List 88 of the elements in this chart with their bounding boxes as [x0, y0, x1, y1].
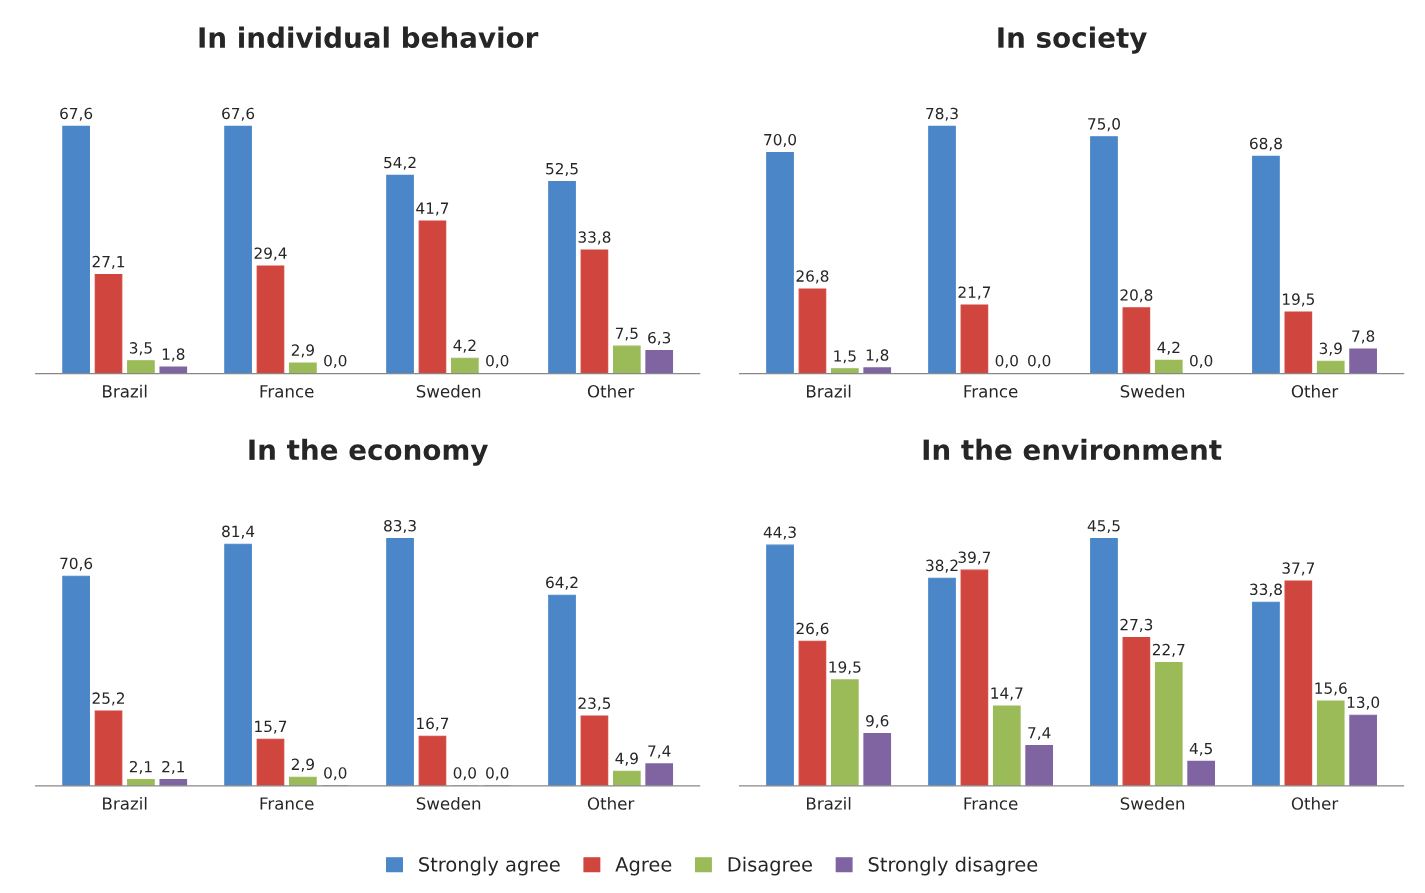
data-label: 20,8 — [1120, 289, 1153, 303]
data-label: 64,2 — [546, 576, 578, 590]
data-label: 7,4 — [648, 745, 671, 759]
legend-label: Disagree — [728, 856, 812, 876]
x-tick-label: France — [260, 385, 314, 398]
data-label: 0,0 — [324, 767, 347, 781]
data-label: 16,7 — [417, 717, 449, 731]
x-tick-label: Brazil — [807, 384, 851, 398]
data-label: 39,7 — [958, 551, 991, 565]
x-tick-label: Other — [1291, 796, 1339, 810]
legend-label: Strongly disagree — [868, 856, 1038, 876]
data-label: 2,9 — [291, 344, 314, 358]
data-label: 7,4 — [1028, 727, 1051, 741]
data-label: 0,0 — [995, 354, 1018, 369]
data-label: 7,8 — [1352, 330, 1375, 344]
data-label: 21,7 — [958, 286, 991, 300]
data-label: 83,3 — [384, 519, 416, 534]
x-tick-label: Other — [587, 796, 635, 810]
chart-title: In the economy — [249, 438, 488, 466]
data-label: 7,5 — [615, 327, 638, 341]
data-label: 22,7 — [1152, 643, 1185, 657]
data-label: 78,3 — [926, 107, 958, 121]
data-label: 23,5 — [578, 697, 611, 711]
data-label: 67,6 — [222, 107, 255, 121]
legend-label: Agree — [615, 857, 672, 876]
data-label: 15,6 — [1315, 682, 1347, 696]
data-label: 1,8 — [162, 348, 185, 362]
data-label: 75,0 — [1088, 118, 1120, 132]
x-tick-label: France — [964, 797, 1018, 810]
x-tick-label: Brazil — [807, 796, 851, 810]
data-label: 37,7 — [1282, 562, 1315, 576]
data-label: 33,8 — [578, 231, 611, 245]
data-label: 0,0 — [453, 767, 476, 781]
data-label: 13,0 — [1347, 696, 1380, 710]
legend-label: Strongly agree — [419, 856, 560, 876]
x-tick-label: France — [964, 385, 1018, 398]
data-label: 6,3 — [648, 331, 671, 345]
data-label: 41,7 — [416, 202, 449, 216]
data-label: 70,0 — [764, 133, 797, 148]
data-label: 0,0 — [324, 354, 347, 369]
x-tick-label: Sweden — [1120, 384, 1185, 398]
data-label: 2,1 — [129, 760, 152, 775]
data-label: 29,4 — [254, 247, 287, 261]
data-label: 52,5 — [546, 162, 578, 177]
data-label: 67,6 — [60, 107, 93, 121]
x-tick-label: Sweden — [416, 796, 481, 810]
data-label: 44,3 — [763, 526, 796, 540]
data-label: 2,1 — [162, 760, 185, 775]
data-label: 4,5 — [1189, 742, 1212, 756]
x-tick-label: Brazil — [103, 384, 147, 398]
data-label: 70,6 — [60, 557, 93, 571]
data-label: 81,4 — [222, 525, 255, 539]
data-label: 4,2 — [1157, 341, 1180, 355]
data-label: 4,2 — [453, 339, 476, 353]
data-label: 54,2 — [384, 156, 416, 170]
data-label: 19,5 — [829, 661, 861, 675]
data-label: 9,6 — [866, 715, 889, 729]
chart-title: In individual behavior — [199, 26, 539, 49]
data-label: 15,7 — [255, 720, 287, 734]
chart-title: In the environment — [923, 438, 1222, 461]
data-label: 38,2 — [926, 559, 958, 573]
data-label: 0,0 — [486, 767, 509, 781]
chart-title: In society — [998, 26, 1147, 54]
data-label: 14,7 — [991, 687, 1023, 701]
x-tick-label: Other — [587, 384, 635, 398]
data-label: 33,8 — [1250, 583, 1282, 597]
data-label: 26,8 — [796, 270, 829, 284]
x-tick-label: Sweden — [1120, 796, 1185, 810]
data-label: 1,5 — [834, 350, 856, 364]
data-label: 2,9 — [291, 758, 314, 772]
x-tick-label: Other — [1291, 384, 1339, 398]
data-label: 27,3 — [1120, 618, 1153, 632]
data-label: 3,5 — [129, 342, 152, 356]
data-label: 45,5 — [1087, 520, 1120, 534]
data-label: 25,2 — [92, 692, 124, 706]
data-label: 68,8 — [1250, 137, 1282, 151]
data-label: 0,0 — [486, 354, 509, 369]
data-label: 3,9 — [1319, 342, 1342, 356]
data-label: 1,8 — [866, 349, 889, 363]
x-tick-label: France — [260, 797, 314, 810]
data-label: 0,0 — [1028, 354, 1051, 369]
data-label: 4,9 — [615, 752, 638, 766]
data-label: 27,1 — [92, 255, 125, 269]
x-tick-label: Brazil — [103, 796, 147, 810]
data-label: 0,0 — [1190, 354, 1213, 369]
data-label: 19,5 — [1283, 293, 1315, 307]
data-label: 26,6 — [796, 622, 829, 636]
x-tick-label: Sweden — [416, 384, 481, 398]
